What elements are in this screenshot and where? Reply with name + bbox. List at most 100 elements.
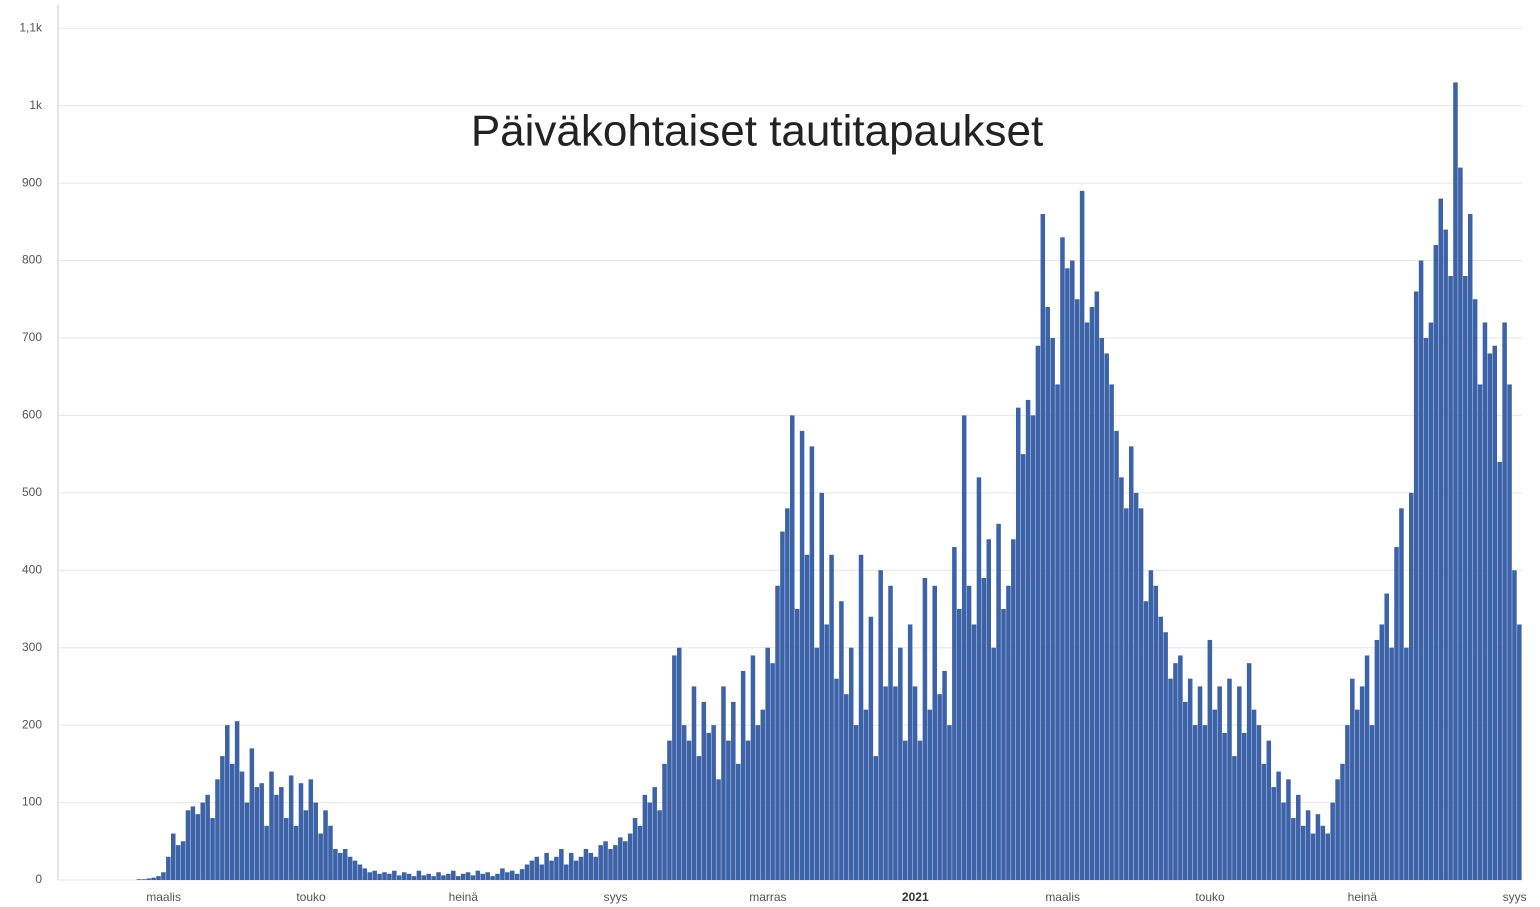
bar (858, 554, 864, 880)
bar (1443, 229, 1448, 881)
bar (1173, 663, 1178, 880)
bar (401, 872, 407, 880)
bar (1133, 492, 1139, 880)
bar (986, 539, 992, 880)
bar (1472, 299, 1478, 880)
bar (839, 601, 844, 880)
bar (352, 860, 358, 880)
bar (1325, 833, 1331, 880)
bar (549, 860, 554, 880)
bar (342, 849, 348, 880)
bar (490, 876, 495, 880)
bar (1006, 585, 1011, 880)
bar (514, 873, 520, 880)
y-tick-label: 800 (22, 253, 42, 267)
bar (1158, 616, 1163, 880)
bar (1040, 214, 1046, 880)
bar (1453, 82, 1458, 880)
bar (146, 878, 151, 880)
bar (883, 686, 888, 880)
bar (318, 833, 323, 880)
bar (672, 655, 677, 880)
bar (298, 783, 304, 880)
bar (254, 787, 260, 880)
bar (632, 818, 638, 880)
y-tick-label: 0 (35, 872, 42, 886)
bar (573, 860, 579, 880)
bar (1384, 593, 1389, 880)
bar (853, 725, 859, 880)
bar (1271, 787, 1276, 880)
bar (1025, 399, 1031, 880)
bar (598, 845, 603, 880)
bar (387, 873, 392, 880)
bar (1070, 260, 1075, 880)
bar (706, 732, 712, 880)
bar (1217, 686, 1222, 880)
bar (283, 818, 289, 880)
bar (1413, 291, 1419, 881)
bar (377, 873, 382, 880)
y-tick-label: 500 (22, 485, 42, 499)
bar (971, 624, 977, 880)
bar (1350, 678, 1355, 880)
bar (804, 554, 810, 880)
bar (608, 849, 613, 880)
bar (976, 477, 982, 880)
y-tick-label: 600 (22, 408, 42, 422)
bar (1197, 686, 1203, 880)
bar (220, 756, 225, 880)
bar (1305, 810, 1311, 880)
bar (677, 647, 682, 880)
bar (1050, 337, 1055, 880)
bar (180, 841, 186, 880)
bar (593, 856, 599, 880)
bar (141, 879, 147, 880)
bar (505, 872, 510, 880)
bar (529, 860, 535, 880)
bar (681, 725, 687, 880)
bar (1104, 353, 1109, 881)
bar (1094, 291, 1100, 881)
y-tick-label: 300 (22, 640, 42, 654)
bar (451, 870, 456, 880)
bar (952, 547, 957, 880)
bar (544, 852, 549, 880)
bar (416, 870, 422, 880)
bar (1512, 570, 1517, 880)
bar (740, 670, 746, 880)
bar (1222, 732, 1227, 880)
bar (799, 430, 805, 880)
bar (1187, 678, 1193, 880)
bar (735, 763, 741, 880)
bar (922, 578, 928, 880)
x-tick-label: syys (1503, 890, 1527, 904)
bar (790, 415, 795, 880)
bar (1409, 492, 1414, 880)
bar (947, 725, 952, 880)
x-tick-label: heinä (1348, 890, 1378, 904)
bar (1315, 814, 1321, 880)
bar (509, 870, 515, 880)
bar (1340, 763, 1345, 880)
bar (1119, 477, 1124, 880)
bar (1286, 779, 1291, 880)
bar (981, 578, 987, 880)
bar (1089, 306, 1095, 880)
bar (210, 818, 215, 880)
bar (259, 783, 264, 880)
bar (436, 872, 441, 880)
bar (1241, 732, 1247, 880)
bar (1394, 547, 1399, 880)
bar (239, 771, 245, 880)
bar (485, 872, 490, 880)
bar (775, 585, 780, 880)
bar (1084, 322, 1090, 880)
bar (637, 825, 643, 880)
bar (627, 833, 633, 880)
bar (1281, 802, 1286, 880)
bar (907, 624, 913, 880)
bar (229, 763, 235, 880)
bar (618, 837, 623, 880)
